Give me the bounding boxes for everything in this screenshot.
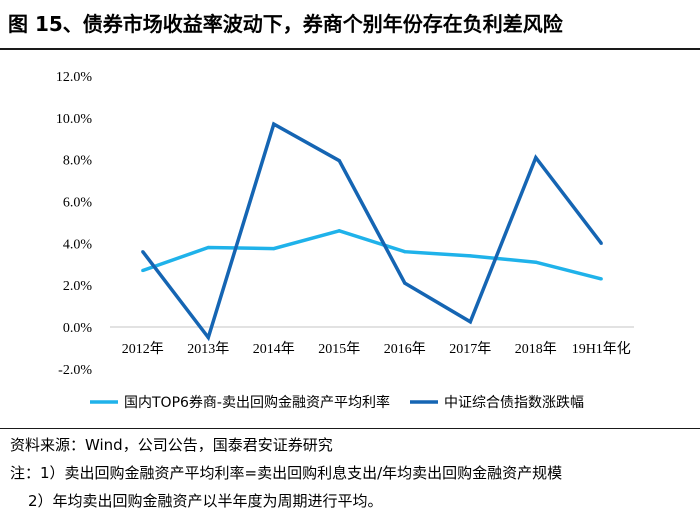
series-line-2 bbox=[141, 121, 603, 342]
note-line-1: 注：1）卖出回购金融资产平均利率=卖出回购利息支出/年均卖出回购金融资产规模 bbox=[10, 464, 563, 482]
y-tick-label: 4.0% bbox=[63, 237, 93, 252]
data-point bbox=[141, 268, 145, 273]
data-point bbox=[337, 159, 341, 163]
note-line-2: 2）年均卖出回购金融资产以半年度为周期进行平均。 bbox=[28, 492, 383, 510]
series-line-1 bbox=[142, 228, 602, 281]
x-tick-label: 2013年 bbox=[187, 341, 229, 357]
data-point bbox=[403, 281, 407, 285]
footer-divider bbox=[0, 428, 700, 429]
data-point bbox=[534, 155, 538, 160]
data-point bbox=[337, 229, 341, 233]
y-tick-label: 10.0% bbox=[56, 112, 93, 127]
series-lines bbox=[141, 121, 603, 342]
y-tick-label: 12.0% bbox=[56, 70, 93, 85]
y-tick-label: 6.0% bbox=[63, 196, 93, 211]
legend-label: 中证综合债指数涨跌幅 bbox=[444, 395, 584, 411]
data-point bbox=[403, 250, 407, 254]
title-divider bbox=[0, 48, 700, 50]
data-point bbox=[534, 260, 538, 264]
y-tick-label: -2.0% bbox=[58, 363, 92, 378]
legend-label: 国内TOP6券商-卖出回购金融资产平均利率 bbox=[124, 394, 390, 411]
data-point bbox=[272, 122, 276, 126]
x-tick-label: 2012年 bbox=[122, 341, 164, 357]
data-point bbox=[206, 245, 210, 250]
source-note: 资料来源：Wind，公司公告，国泰君安证券研究 bbox=[10, 436, 333, 454]
x-tick-label: 2014年 bbox=[253, 341, 295, 357]
x-axis-ticks: 2012年 2013年 2014年 2015年 2016年 2017年 2018年 19H1年… bbox=[122, 341, 631, 357]
data-point bbox=[599, 277, 603, 281]
line-chart: 12.0% 10.0% 8.0% 6.0% 4.0% 2.0% 0.0% -2.0% 2012… bbox=[56, 70, 634, 411]
x-tick-label: 2017年 bbox=[449, 341, 491, 357]
x-tick-label: 2016年 bbox=[384, 341, 426, 357]
y-tick-label: 0.0% bbox=[63, 321, 93, 336]
legend: 国内TOP6券商-卖出回购金融资产平均利率 中证综合债指数涨跌幅 bbox=[90, 394, 584, 411]
data-point bbox=[599, 241, 603, 245]
figure-title: 图 15、债券市场收益率波动下，券商个别年份存在负利差风险 bbox=[8, 12, 563, 36]
y-axis-ticks: 12.0% 10.0% 8.0% 6.0% 4.0% 2.0% 0.0% -2.0% bbox=[56, 70, 93, 378]
y-tick-label: 8.0% bbox=[63, 154, 93, 169]
data-point bbox=[206, 335, 210, 340]
data-point bbox=[141, 250, 145, 254]
data-point bbox=[468, 320, 472, 324]
data-point bbox=[468, 254, 472, 258]
x-tick-label: 2015年 bbox=[318, 341, 360, 357]
x-tick-label: 2018年 bbox=[515, 341, 557, 357]
y-tick-label: 2.0% bbox=[63, 279, 93, 294]
data-point bbox=[272, 246, 276, 251]
x-tick-label: 19H1年化 bbox=[572, 341, 631, 357]
